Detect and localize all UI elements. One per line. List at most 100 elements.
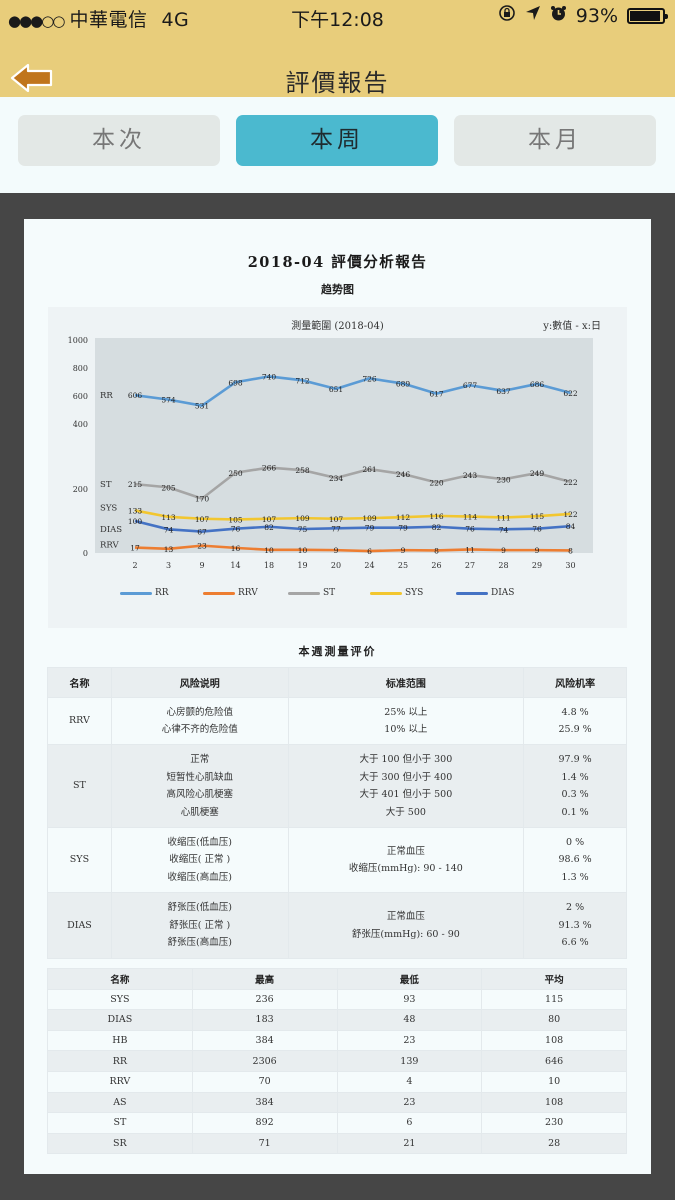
standard-range-line: 25% 以上 [384, 706, 428, 718]
page-title: 評價報告 [285, 69, 390, 97]
carrier-name: 中華電信 [69, 9, 148, 31]
risk-rate-line: 1.4 % [561, 771, 589, 783]
data-label: 261 [362, 465, 376, 474]
risk-description-line: 心肌梗塞 [180, 806, 219, 818]
x-tick-label: 20 [331, 561, 341, 570]
data-label: 170 [195, 495, 210, 504]
standard-range-line: 收缩压(mmHg): 90 - 140 [348, 863, 463, 874]
data-label: 637 [496, 387, 511, 396]
data-label: 115 [530, 512, 545, 521]
x-tick-label: 27 [465, 561, 475, 570]
risk-rate: 0 % 98.6 % 1.3 % [523, 827, 627, 893]
legend-label: SYS [405, 588, 424, 598]
min-value: 4 [336, 1070, 483, 1093]
min-value: 48 [336, 1009, 483, 1031]
series-side-label: RR [100, 391, 113, 401]
risk-description-line: 高风险心肌梗塞 [166, 789, 233, 800]
data-label: 6 [367, 547, 372, 556]
risk-description-line: 心房颤的危险值 [166, 706, 233, 718]
data-label: 114 [463, 513, 478, 522]
min-value: 6 [336, 1112, 483, 1134]
risk-rate-line: 1.3 % [561, 871, 589, 883]
metric-name: RR [47, 1050, 193, 1072]
y-tick-label: 0 [83, 549, 88, 558]
max-value: 384 [191, 1091, 338, 1114]
metric-name: RRV [47, 697, 112, 745]
min-value: 21 [336, 1132, 483, 1155]
table-row: HB 384 23 108 [47, 1029, 627, 1052]
risk-description-line: 舒张压( 正常 ) [169, 919, 231, 931]
series-line-st [134, 466, 571, 500]
data-label: 9 [334, 546, 339, 555]
risk-description: 舒张压(低血压) 舒张压( 正常 ) 舒张压(高血压) [110, 892, 289, 959]
data-label: 249 [530, 469, 545, 478]
metric-name: DIAS [47, 1009, 193, 1031]
data-label: 10 [298, 546, 308, 555]
report-title: 2018-04 評價分析報告 [247, 254, 428, 271]
data-label: 74 [499, 525, 509, 534]
data-label: 8 [568, 546, 573, 555]
signal-strength-icon: ●●●○○ [8, 12, 65, 30]
x-tick-label: 18 [264, 561, 274, 570]
data-label: 689 [396, 380, 411, 389]
series-line-dias [134, 519, 571, 533]
standard-range: 大于 100 但小于 300 大于 300 但小于 400 大于 401 但小于 5… [287, 744, 525, 828]
back-button[interactable] [10, 62, 54, 94]
legend-item-rrv: RRV [203, 588, 258, 598]
max-value: 892 [191, 1112, 338, 1134]
table-row: RRV 70 4 10 [47, 1070, 627, 1093]
metric-name: SYS [47, 827, 112, 893]
battery-icon [627, 7, 668, 24]
trend-chart: 0 200 400 600 800 1000 2 3 9 14 18 19 20 24 25 26 27 28 29… [48, 307, 627, 628]
risk-description-line: 正常 [190, 754, 210, 765]
data-label: 13 [164, 545, 174, 554]
data-label: 116 [429, 512, 444, 521]
risk-rate-line: 25.9 % [558, 724, 592, 735]
legend-label: RRV [238, 588, 258, 598]
metric-name: ST [47, 744, 112, 828]
data-label: 234 [329, 474, 344, 483]
data-label: 215 [128, 480, 143, 489]
standard-range-line: 正常血压 [386, 911, 425, 922]
y-tick-label: 600 [73, 392, 88, 401]
tab-this-month[interactable]: 本月 [454, 115, 656, 166]
tab-this-week[interactable]: 本周 [236, 115, 438, 166]
column-header: 最低 [336, 968, 483, 990]
column-header: 平均 [481, 968, 627, 990]
battery-percent: 93% [575, 4, 618, 27]
data-label: 712 [295, 376, 310, 385]
legend-item-dias: DIAS [456, 588, 514, 598]
x-tick-label: 14 [230, 561, 240, 570]
legend-item-sys: SYS [370, 588, 423, 598]
avg-value: 80 [481, 1009, 627, 1031]
risk-rate-line: 0.1 % [561, 806, 589, 818]
avg-value: 115 [481, 988, 627, 1011]
data-label: 100 [128, 517, 143, 526]
risk-rate-line: 97.9 % [558, 754, 592, 765]
table-row: DIAS 183 48 80 [47, 1009, 627, 1031]
data-label: 205 [161, 483, 176, 492]
risk-table-header: 名称 风险说明 标准范围 风险机率 [47, 667, 627, 698]
data-label: 76 [532, 525, 542, 534]
metric-name: AS [47, 1091, 193, 1114]
avg-value: 28 [481, 1132, 627, 1155]
risk-description-line: 收缩压( 正常 ) [169, 854, 231, 866]
data-label: 606 [128, 391, 143, 400]
tab-this-time[interactable]: 本次 [18, 115, 220, 166]
risk-rate: 4.8 % 25.9 % [523, 697, 627, 745]
standard-range-line: 舒张压(mmHg): 60 - 90 [351, 928, 460, 940]
column-header: 风险机率 [523, 667, 627, 698]
max-value: 183 [191, 1009, 338, 1031]
data-label: 9 [501, 546, 506, 555]
series-side-label: ST [100, 480, 112, 490]
data-label: 250 [228, 469, 243, 478]
legend-swatch-icon [288, 591, 320, 595]
risk-rate-line: 0.3 % [561, 789, 589, 800]
risk-table: 名称 风险说明 标准范围 风险机率 RRV 心房颤的危险值 心律不齐的危险值 25% … [47, 667, 627, 959]
y-tick-label: 800 [73, 364, 88, 373]
risk-description-line: 舒张压(高血压) [167, 937, 232, 949]
table-row: AS 384 23 108 [47, 1091, 627, 1114]
risk-description: 正常 短暂性心肌缺血 高风险心肌梗塞 心肌梗塞 [110, 744, 289, 828]
data-label: 740 [262, 372, 277, 381]
metric-name: SR [47, 1132, 193, 1155]
